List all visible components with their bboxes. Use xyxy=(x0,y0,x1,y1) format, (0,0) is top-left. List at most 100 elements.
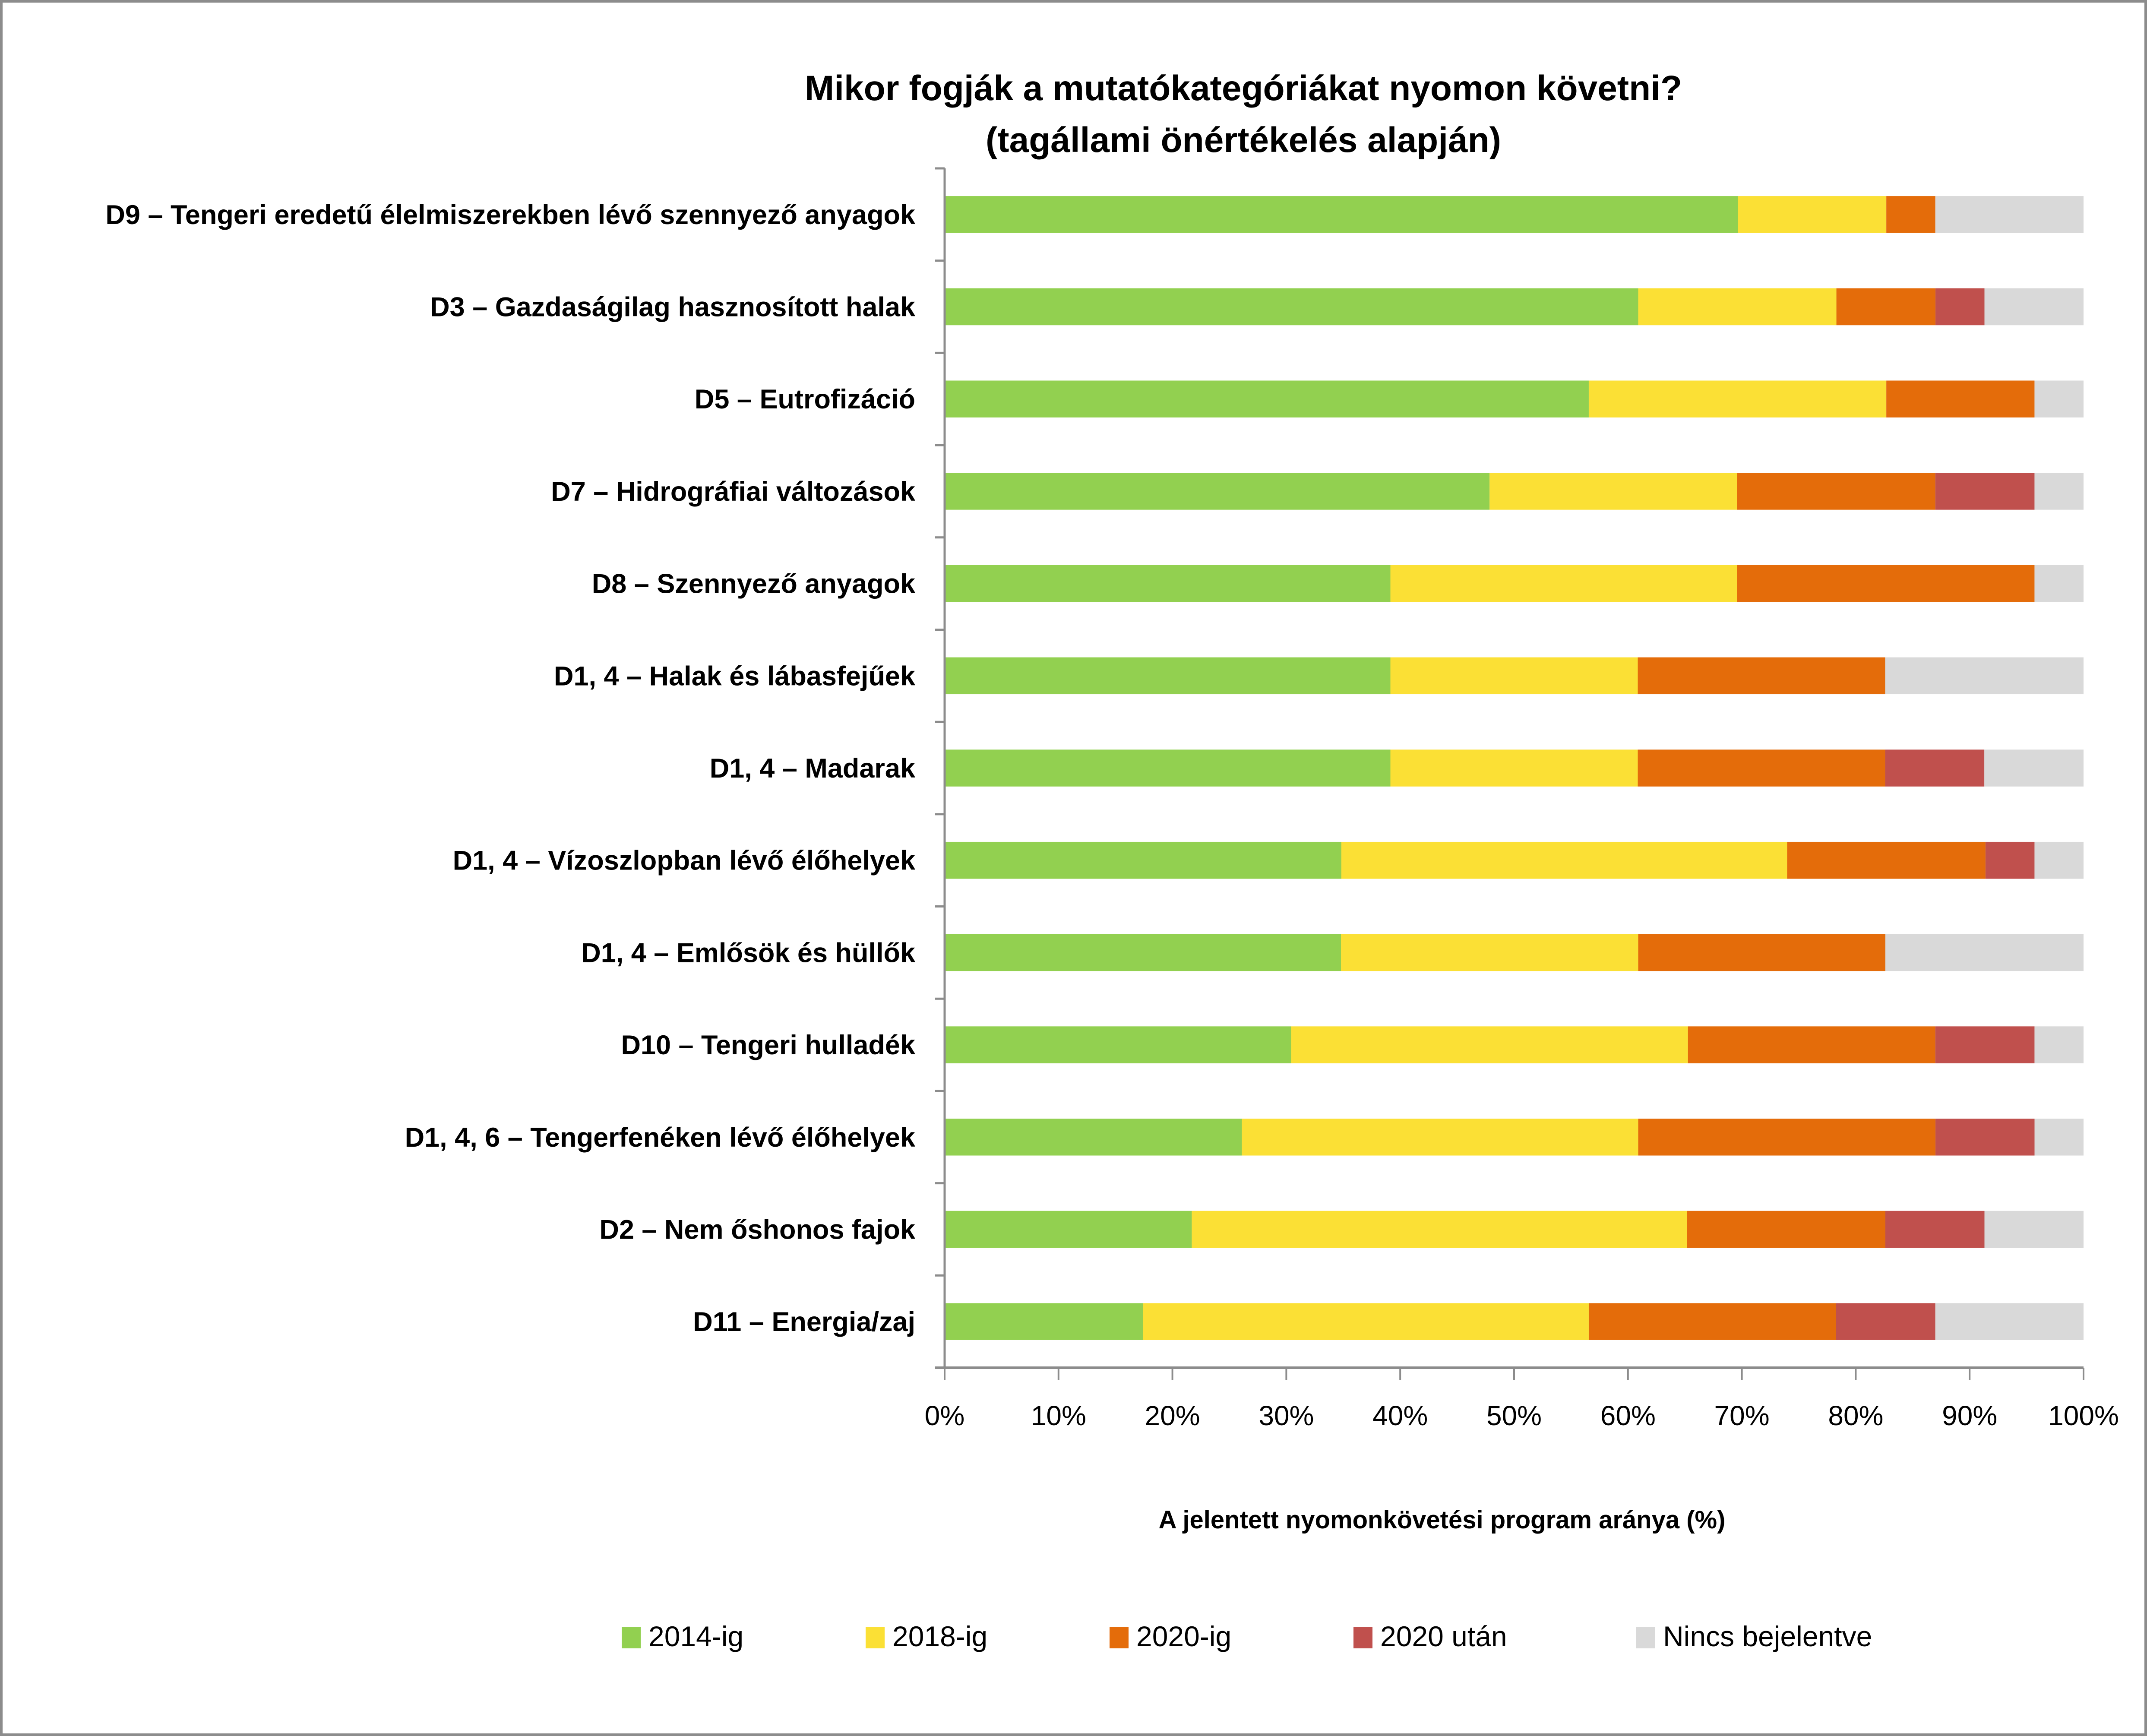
bar-segment xyxy=(1341,841,1787,879)
legend-item: Nincs bejelentve xyxy=(1636,1620,1872,1652)
bar-segment xyxy=(945,565,1391,602)
y-axis-category-label: D1, 4 – Madarak xyxy=(710,753,916,784)
bar-segment xyxy=(2034,841,2084,879)
legend-item: 2018-ig xyxy=(866,1620,987,1652)
bar-segment xyxy=(1935,288,1985,326)
legend-label: 2020-ig xyxy=(1136,1620,1231,1652)
legend-label: 2018-ig xyxy=(892,1620,987,1652)
bar-segment xyxy=(1638,934,1885,971)
bar-segment xyxy=(1687,1211,1885,1248)
bar-segment xyxy=(1984,1211,2084,1248)
bar-segment xyxy=(1588,1303,1836,1340)
bar-segment xyxy=(945,749,1391,787)
bar-segment xyxy=(1985,841,2035,879)
bar-segment xyxy=(945,841,1341,879)
bar-segment xyxy=(945,1303,1143,1340)
bar-segment xyxy=(1588,380,1887,417)
bar-segment xyxy=(1885,1211,1985,1248)
y-axis-category-label: D3 – Gazdaságilag hasznosított halak xyxy=(430,292,916,323)
bar-segment xyxy=(1935,196,2084,233)
bar-segment xyxy=(1390,749,1638,787)
legend-swatch xyxy=(622,1627,641,1648)
bar-segment xyxy=(1738,196,1887,233)
x-axis-title: A jelentett nyomonkövetési program arány… xyxy=(1159,1506,1726,1534)
y-axis-category-label: D1, 4 – Emlősök és hüllők xyxy=(581,938,916,968)
x-axis-tick-label: 80% xyxy=(1828,1400,1883,1431)
x-axis-tick-label: 90% xyxy=(1942,1400,1997,1431)
bar-segment xyxy=(1787,841,1986,879)
y-axis-category-label: D7 – Hidrográfiai változások xyxy=(551,477,916,507)
x-axis-tick-label: 70% xyxy=(1714,1400,1770,1431)
bar-segment xyxy=(1886,196,1935,233)
bar-segment xyxy=(945,380,1589,417)
axes-group xyxy=(935,167,2084,1380)
y-axis-category-label: D9 – Tengeri eredetű élelmiszerekben lév… xyxy=(105,200,916,230)
bar-segment xyxy=(1390,565,1737,602)
bar-segment xyxy=(1192,1211,1687,1248)
chart-title: Mikor fogják a mutatókategóriákat nyomon… xyxy=(805,69,1682,108)
legend-item: 2020-ig xyxy=(1110,1620,1231,1652)
bar-segment xyxy=(2034,380,2084,417)
y-axis-category-label: D2 – Nem őshonos fajok xyxy=(599,1214,916,1245)
y-axis-labels: D9 – Tengeri eredetű élelmiszerekben lév… xyxy=(105,200,916,1337)
bar-segment xyxy=(1688,1026,1935,1063)
bar-segment xyxy=(1886,380,2035,417)
y-axis-category-label: D1, 4, 6 – Tengerfenéken lévő élőhelyek xyxy=(405,1123,916,1153)
x-axis-tick-label: 60% xyxy=(1600,1400,1656,1431)
bar-segment xyxy=(1885,657,2084,695)
legend-item: 2020 után xyxy=(1353,1620,1507,1652)
y-axis-category-label: D10 – Tengeri hulladék xyxy=(621,1030,916,1060)
bar-segment xyxy=(945,1211,1192,1248)
bar-segment xyxy=(1638,288,1837,326)
x-axis-tick-label: 30% xyxy=(1258,1400,1314,1431)
bar-segment xyxy=(945,934,1341,971)
bar-segment xyxy=(1737,565,2035,602)
y-axis-category-label: D11 – Energia/zaj xyxy=(693,1307,915,1337)
bar-segment xyxy=(1935,1303,2084,1340)
bar-segment xyxy=(945,473,1490,510)
bar-segment xyxy=(1143,1303,1589,1340)
legend-label: 2014-ig xyxy=(648,1620,743,1652)
bar-segment xyxy=(2034,565,2084,602)
bar-segment xyxy=(1291,1026,1688,1063)
legend-swatch xyxy=(1636,1627,1655,1648)
bar-segment xyxy=(1638,657,1885,695)
bar-segment xyxy=(2034,1119,2084,1156)
bar-segment xyxy=(1638,1119,1936,1156)
bar-segment xyxy=(945,196,1738,233)
y-axis-category-label: D8 – Szennyező anyagok xyxy=(592,569,916,599)
x-axis-tick-labels: 0% 10% 20% 30% 40% 50% 60% 70% 80% 90% 100% xyxy=(925,1400,2119,1431)
bar-segment xyxy=(1984,288,2084,326)
bar-segment xyxy=(1935,473,2035,510)
bars-group xyxy=(945,196,2084,1340)
x-axis-tick-label: 10% xyxy=(1031,1400,1086,1431)
legend-swatch xyxy=(1353,1627,1372,1648)
bar-segment xyxy=(945,1026,1291,1063)
legend-item: 2014-ig xyxy=(622,1620,743,1652)
bar-segment xyxy=(1885,934,2084,971)
x-axis-tick-label: 100% xyxy=(2048,1400,2119,1431)
bar-segment xyxy=(1885,749,1985,787)
bar-segment xyxy=(1737,473,1935,510)
legend-swatch xyxy=(866,1627,885,1648)
x-axis-tick-label: 50% xyxy=(1486,1400,1542,1431)
y-axis-category-label: D1, 4 – Vízoszlopban lévő élőhelyek xyxy=(453,846,916,876)
bar-segment xyxy=(1836,288,1936,326)
bar-segment xyxy=(1935,1119,2035,1156)
legend-label: Nincs bejelentve xyxy=(1663,1620,1872,1652)
bar-segment xyxy=(2034,1026,2084,1063)
bar-segment xyxy=(2034,473,2084,510)
bar-segment xyxy=(945,288,1638,326)
bar-segment xyxy=(945,657,1391,695)
bar-segment xyxy=(1638,749,1885,787)
legend-label: 2020 után xyxy=(1380,1620,1507,1652)
bar-segment xyxy=(1390,657,1638,695)
legend-swatch xyxy=(1110,1627,1129,1648)
bar-segment xyxy=(1836,1303,1935,1340)
bar-segment xyxy=(1341,934,1638,971)
y-axis-category-label: D1, 4 – Halak és lábasfejűek xyxy=(554,661,916,691)
legend: 2014-ig 2018-ig 2020-ig 2020 után Nincs beje… xyxy=(622,1620,1872,1652)
bar-segment xyxy=(1242,1119,1638,1156)
bar-segment xyxy=(1984,749,2084,787)
bar-segment xyxy=(1489,473,1737,510)
